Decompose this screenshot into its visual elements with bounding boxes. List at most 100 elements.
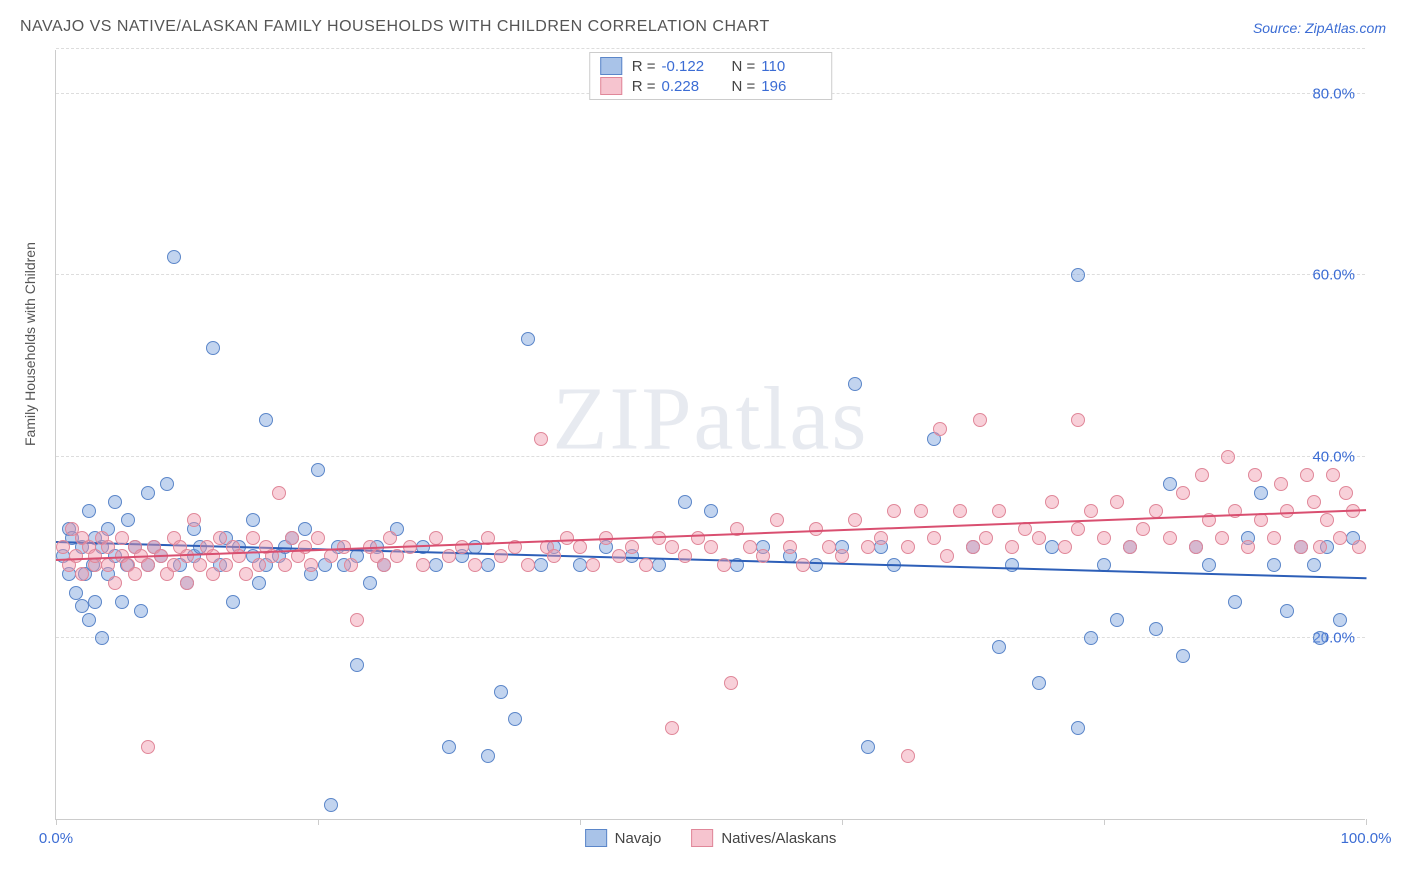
legend-r-value-natives: 0.228	[662, 78, 722, 95]
legend-swatch-natives	[691, 829, 713, 847]
legend-n-label: N =	[732, 78, 756, 95]
data-point	[167, 250, 181, 264]
data-point	[534, 432, 548, 446]
data-point	[206, 341, 220, 355]
data-point	[940, 549, 954, 563]
y-tick-label: 40.0%	[1312, 448, 1355, 465]
data-point	[1176, 486, 1190, 500]
source-link[interactable]: Source: ZipAtlas.com	[1253, 20, 1386, 36]
data-point	[704, 540, 718, 554]
data-point	[717, 558, 731, 572]
data-point	[442, 740, 456, 754]
data-point	[115, 595, 129, 609]
data-point	[311, 531, 325, 545]
data-point	[481, 558, 495, 572]
data-point	[1123, 540, 1137, 554]
data-point	[1045, 540, 1059, 554]
data-point	[560, 531, 574, 545]
data-point	[69, 586, 83, 600]
data-point	[874, 531, 888, 545]
data-point	[350, 658, 364, 672]
data-point	[75, 567, 89, 581]
grid-line	[56, 274, 1365, 275]
data-point	[1149, 504, 1163, 518]
data-point	[508, 712, 522, 726]
data-point	[82, 504, 96, 518]
data-point	[1267, 531, 1281, 545]
x-tick	[1104, 819, 1105, 825]
data-point	[383, 531, 397, 545]
data-point	[586, 558, 600, 572]
data-point	[252, 576, 266, 590]
data-point	[665, 721, 679, 735]
data-point	[108, 576, 122, 590]
data-point	[134, 604, 148, 618]
data-point	[141, 740, 155, 754]
grid-line	[56, 456, 1365, 457]
data-point	[652, 558, 666, 572]
data-point	[272, 486, 286, 500]
data-point	[1267, 558, 1281, 572]
data-point	[1313, 631, 1327, 645]
data-point	[180, 549, 194, 563]
data-point	[1339, 486, 1353, 500]
data-point	[979, 531, 993, 545]
data-point	[1215, 531, 1229, 545]
data-point	[1005, 540, 1019, 554]
data-point	[239, 567, 253, 581]
data-point	[809, 558, 823, 572]
data-point	[246, 513, 260, 527]
data-point	[350, 613, 364, 627]
legend-row-natives: R = 0.228 N = 196	[600, 76, 822, 96]
chart-title: NAVAJO VS NATIVE/ALASKAN FAMILY HOUSEHOL…	[20, 18, 770, 36]
data-point	[101, 540, 115, 554]
data-point	[1202, 558, 1216, 572]
data-point	[206, 567, 220, 581]
data-point	[442, 549, 456, 563]
data-point	[101, 558, 115, 572]
data-point	[534, 558, 548, 572]
x-tick	[1366, 819, 1367, 825]
legend-label-navajo: Navajo	[615, 830, 662, 847]
data-point	[1228, 595, 1242, 609]
data-point	[82, 613, 96, 627]
data-point	[1248, 468, 1262, 482]
data-point	[1045, 495, 1059, 509]
data-point	[1110, 495, 1124, 509]
data-point	[887, 504, 901, 518]
correlation-legend: R = -0.122 N = 110 R = 0.228 N = 196	[589, 52, 833, 100]
data-point	[494, 549, 508, 563]
data-point	[1221, 450, 1235, 464]
data-point	[901, 749, 915, 763]
data-point	[1352, 540, 1366, 554]
data-point	[691, 531, 705, 545]
data-point	[304, 558, 318, 572]
data-point	[1136, 522, 1150, 536]
data-point	[665, 540, 679, 554]
data-point	[1097, 531, 1111, 545]
data-point	[494, 685, 508, 699]
data-point	[1294, 540, 1308, 554]
data-point	[324, 798, 338, 812]
data-point	[363, 576, 377, 590]
data-point	[141, 486, 155, 500]
data-point	[678, 549, 692, 563]
legend-r-value-navajo: -0.122	[662, 58, 722, 75]
legend-swatch-navajo	[600, 57, 622, 75]
x-tick	[56, 819, 57, 825]
legend-swatch-natives	[600, 77, 622, 95]
y-axis-label: Family Households with Children	[22, 242, 38, 446]
data-point	[933, 422, 947, 436]
data-point	[1189, 540, 1203, 554]
data-point	[1176, 649, 1190, 663]
data-point	[521, 558, 535, 572]
data-point	[1163, 477, 1177, 491]
data-point	[756, 549, 770, 563]
data-point	[1241, 540, 1255, 554]
x-tick	[580, 819, 581, 825]
legend-row-navajo: R = -0.122 N = 110	[600, 56, 822, 76]
chart-container: NAVAJO VS NATIVE/ALASKAN FAMILY HOUSEHOL…	[10, 10, 1396, 882]
data-point	[1110, 613, 1124, 627]
data-point	[1071, 413, 1085, 427]
data-point	[1320, 513, 1334, 527]
